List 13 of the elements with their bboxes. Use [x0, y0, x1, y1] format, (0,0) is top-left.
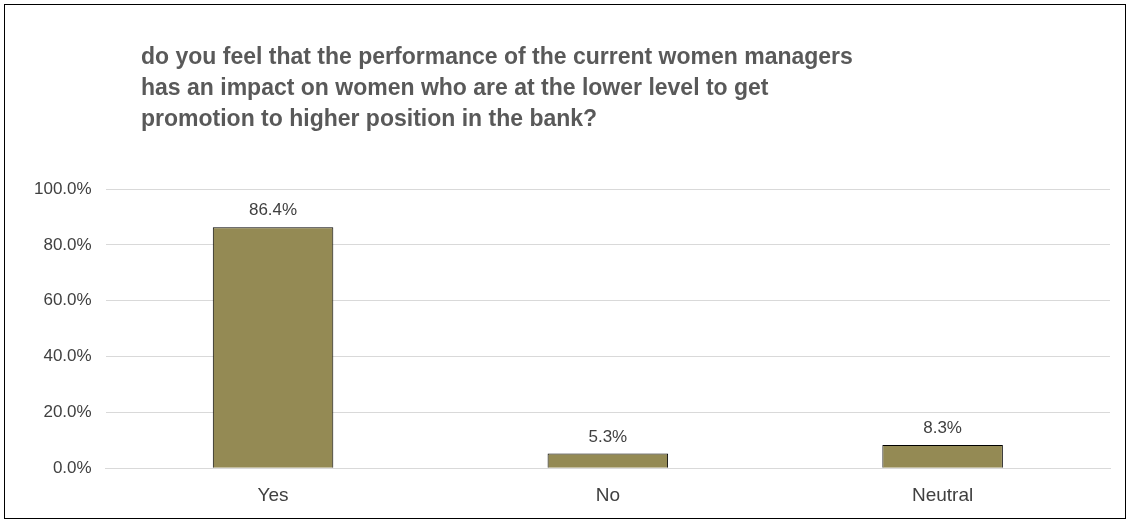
x-tick-label: Neutral	[911, 483, 974, 505]
x-tick-label: Yes	[257, 483, 289, 505]
y-tick-label: 0.0%	[52, 457, 92, 477]
data-label: 5.3%	[588, 426, 628, 446]
y-tick-label: 60.0%	[43, 290, 92, 310]
y-tick-label: 100.0%	[33, 178, 92, 198]
data-label: 8.3%	[923, 418, 962, 438]
chart-title: do you feel that the performance of the current women managers has an impact on women who are at the lower level to get promotion to higher position in the bank?	[141, 42, 854, 133]
y-tick-label: 20.0%	[43, 402, 92, 422]
y-tick-label: 40.0%	[43, 346, 92, 366]
y-tick-label: 80.0%	[43, 234, 92, 254]
data-label: 86.4%	[248, 200, 298, 220]
x-tick-label: No	[595, 483, 620, 505]
